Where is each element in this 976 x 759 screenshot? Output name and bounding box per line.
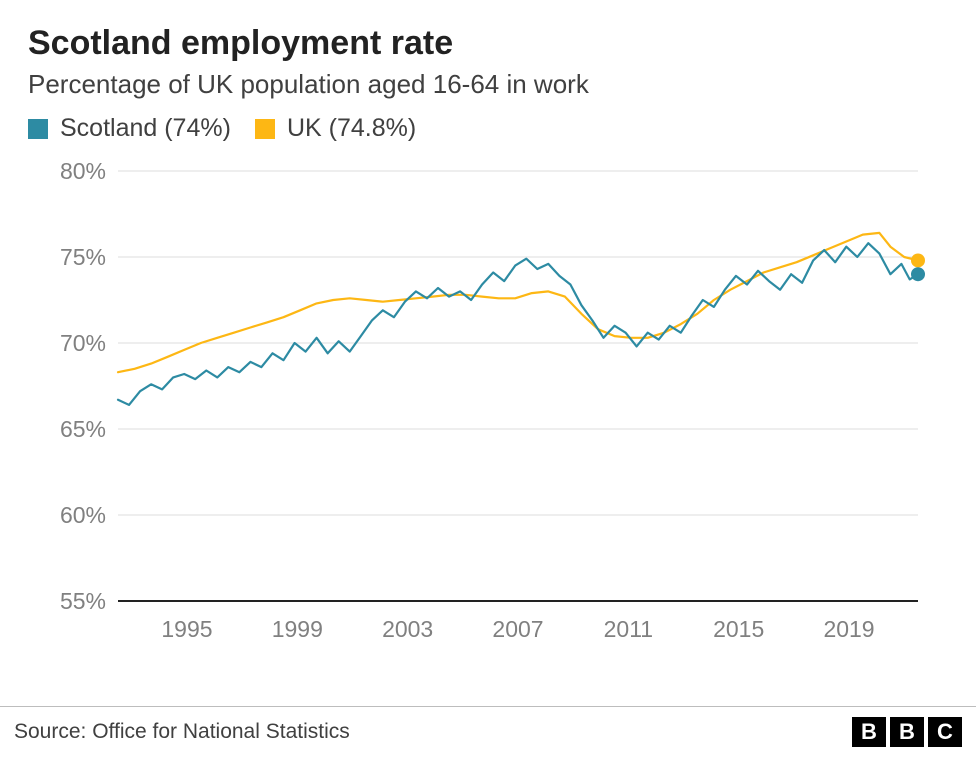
legend-swatch	[28, 119, 48, 139]
series-end-marker	[911, 267, 925, 281]
x-tick-label: 2019	[823, 616, 874, 642]
x-tick-label: 2007	[492, 616, 543, 642]
series-line	[118, 233, 918, 372]
series-end-marker	[911, 253, 925, 267]
y-tick-label: 80%	[60, 158, 106, 184]
legend-item: UK (74.8%)	[255, 114, 416, 143]
legend-label: Scotland (74%)	[60, 114, 231, 143]
series-line	[118, 243, 918, 405]
footer: Source: Office for National Statistics B…	[0, 706, 976, 759]
x-tick-label: 1999	[272, 616, 323, 642]
source-text: Source: Office for National Statistics	[14, 720, 350, 744]
y-tick-label: 75%	[60, 244, 106, 270]
bbc-logo-letter: B	[852, 717, 886, 747]
legend-item: Scotland (74%)	[28, 114, 231, 143]
x-tick-label: 1995	[161, 616, 212, 642]
chart-title: Scotland employment rate	[28, 24, 948, 63]
line-chart: 55% 60% 65% 70% 75% 80% 1995 1999 2003 2007 2011 20…	[28, 151, 948, 661]
legend-swatch	[255, 119, 275, 139]
y-tick-label: 60%	[60, 502, 106, 528]
y-tick-label: 55%	[60, 588, 106, 614]
legend-label: UK (74.8%)	[287, 114, 416, 143]
bbc-logo: BBC	[852, 717, 962, 747]
x-tick-label: 2003	[382, 616, 433, 642]
chart-subtitle: Percentage of UK population aged 16-64 i…	[28, 69, 948, 100]
bbc-logo-letter: B	[890, 717, 924, 747]
x-tick-label: 2015	[713, 616, 764, 642]
y-tick-label: 65%	[60, 416, 106, 442]
chart-svg: 55% 60% 65% 70% 75% 80% 1995 1999 2003 2007 2011 20…	[28, 151, 948, 661]
x-tick-label: 2011	[604, 616, 653, 642]
bbc-logo-letter: C	[928, 717, 962, 747]
y-tick-label: 70%	[60, 330, 106, 356]
legend: Scotland (74%) UK (74.8%)	[28, 114, 948, 143]
